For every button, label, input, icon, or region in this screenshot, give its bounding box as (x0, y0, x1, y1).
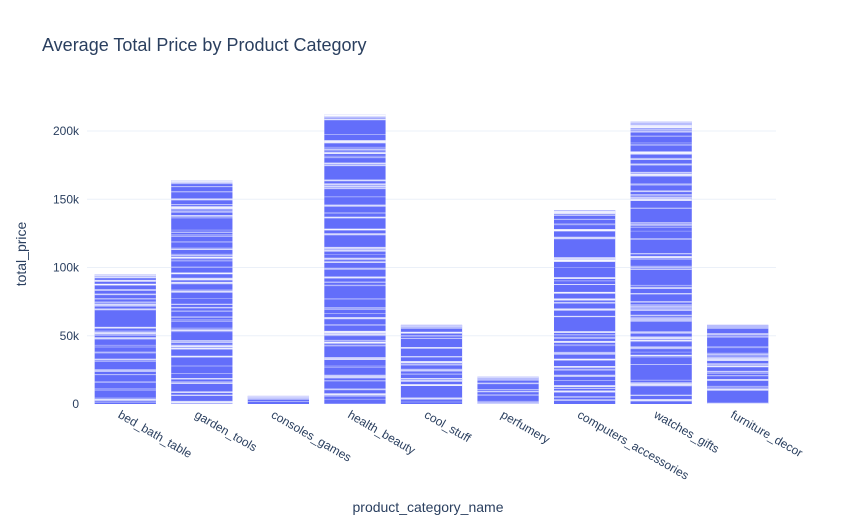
x-tick-label: garden_tools (192, 407, 259, 454)
bar-computers_accessories (553, 210, 616, 404)
chart-title: Average Total Price by Product Category (42, 35, 367, 55)
bar (553, 210, 616, 404)
x-tick-label: furniture_decor (728, 407, 805, 459)
y-tick-label: 0 (72, 397, 79, 411)
bar (477, 376, 539, 404)
bar-consoles_games (247, 395, 310, 404)
y-tick-label: 50k (60, 329, 80, 343)
x-tick-label: consoles_games (269, 407, 354, 464)
x-tick-label: watches_gifts (651, 407, 722, 456)
bar-top-segment (324, 114, 386, 119)
x-tick-label: cool_stuff (422, 407, 474, 445)
x-axis-title: product_category_name (353, 499, 504, 515)
bar-top-segment (247, 395, 310, 400)
bars (94, 114, 769, 405)
bar-top-segment (630, 121, 692, 126)
x-tick-label: health_beauty (345, 407, 417, 457)
bar-health_beauty (324, 114, 386, 405)
y-tick-label: 150k (53, 192, 80, 206)
bar (247, 395, 310, 404)
bar-top-segment (477, 376, 539, 381)
bar-garden_tools (171, 179, 233, 404)
bar (630, 121, 692, 404)
y-tick-label: 200k (53, 124, 80, 138)
bar-top-segment (553, 210, 616, 215)
bar-watches_gifts (630, 121, 692, 404)
y-tick-label: 100k (53, 261, 80, 275)
x-tick-label: perfumery (499, 407, 553, 446)
y-tick-labels: 0 50k 100k 150k 200k (53, 124, 80, 411)
bar-top-segment (400, 324, 463, 329)
bar-cool_stuff (400, 324, 463, 404)
bar-top-segment (94, 274, 156, 279)
y-axis-title: total_price (13, 221, 29, 286)
bar-top-segment (171, 180, 233, 185)
bar-top-segment (707, 324, 769, 329)
x-tick-label: bed_bath_table (116, 407, 195, 461)
bar-bed_bath_table (94, 274, 156, 404)
bar-furniture_decor (707, 324, 769, 405)
bar-perfumery (477, 376, 539, 405)
